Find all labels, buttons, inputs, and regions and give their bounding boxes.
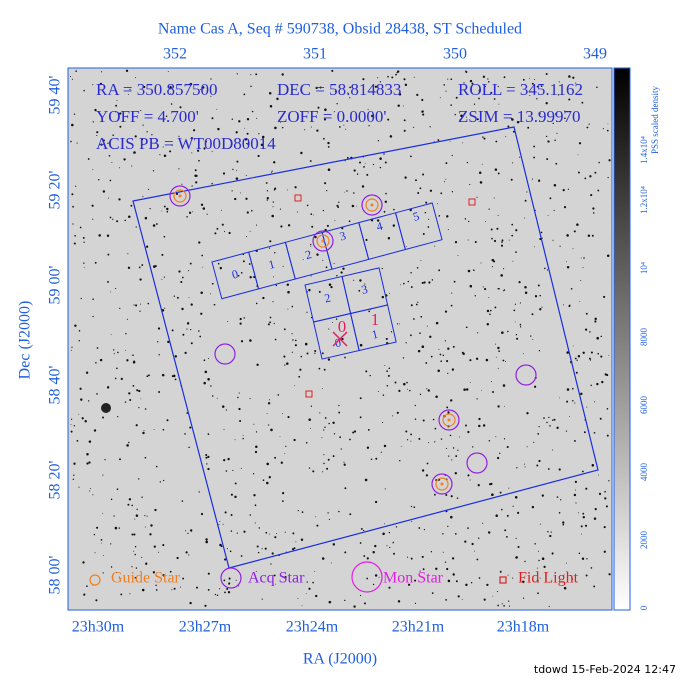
guide-star-dot [178, 194, 182, 198]
left-tick-label: 59 40' [47, 75, 64, 114]
guide-star-dot [440, 482, 444, 486]
guide-star [365, 198, 379, 212]
fid-light [305, 390, 313, 398]
colorbar-tick-label: 1.2x10⁴ [639, 186, 649, 214]
bottom-tick-label: 23h30m [72, 619, 125, 636]
colorbar-label: PSS scaled density [650, 86, 660, 155]
chart-title: Name Cas A, Seq # 590738, Obsid 28438, S… [158, 21, 522, 38]
bottom-tick-label: 23h27m [179, 619, 232, 636]
y-axis-label: Dec (J2000) [17, 301, 34, 380]
legend-label: Mon Star [383, 570, 444, 587]
field-outline [132, 126, 599, 569]
left-tick-label: 58 40' [47, 365, 64, 404]
x-axis-label: RA (J2000) [303, 651, 377, 668]
top-tick-label: 352 [163, 46, 187, 63]
acq-star [214, 343, 236, 365]
acq-star [431, 473, 453, 495]
info-text: YOFF = 4.700' [96, 107, 199, 126]
s-chip-label: 2 [304, 247, 313, 262]
colorbar-tick-label: 10⁴ [639, 262, 649, 274]
colorbar-tick-label: 2000 [639, 531, 649, 550]
i-chip-label: 2 [323, 291, 332, 306]
guide-star-dot [447, 418, 451, 422]
left-tick-label: 58 20' [47, 460, 64, 499]
acq-star [438, 409, 460, 431]
fid-light [294, 194, 302, 202]
aimpoint [332, 331, 348, 347]
bottom-tick-label: 23h24m [286, 619, 339, 636]
legend-symbol [89, 574, 101, 586]
info-text: ROLL = 345.1162 [458, 80, 583, 99]
s-chip-label: 5 [411, 209, 420, 224]
aimpoint-label: 0 [338, 317, 347, 336]
i-chip-label: 1 [370, 327, 379, 342]
top-tick-label: 350 [443, 46, 467, 63]
top-tick-label: 351 [303, 46, 327, 63]
i-chip-label: 0 [333, 335, 342, 350]
info-text: RA = 350.857500 [96, 80, 218, 99]
bottom-tick-label: 23h18m [497, 619, 550, 636]
guide-star [316, 234, 330, 248]
i-chip [349, 304, 397, 352]
acq-star [361, 194, 383, 216]
guide-star-dot [321, 239, 325, 243]
s-chip-label: 0 [230, 267, 239, 282]
guide-star [442, 413, 456, 427]
guide-star [435, 477, 449, 491]
colorbar-tick-label: 4000 [639, 463, 649, 482]
info-text: ZSIM = 13.99970 [458, 107, 580, 126]
colorbar-tick-label: 6000 [639, 396, 649, 415]
legend-symbol [499, 576, 507, 584]
s-chip-label: 4 [375, 219, 384, 234]
left-tick-label: 59 00' [47, 265, 64, 304]
footer: tdowd 15-Feb-2024 12:47 [534, 663, 676, 676]
acis-s-array: 0 1 2 3 4 5 [211, 202, 443, 300]
i-chip-label: 3 [360, 282, 369, 297]
aimpoint-label: 1 [371, 310, 380, 329]
acis-i-array: 2 3 0 1 [304, 267, 397, 360]
info-text: DEC = 58.814833 [277, 80, 401, 99]
colorbar [613, 67, 631, 611]
bottom-tick-label: 23h21m [392, 619, 445, 636]
acq-star [466, 452, 488, 474]
plot-frame [67, 67, 613, 611]
guide-star-dot [370, 203, 374, 207]
acq-star [515, 364, 537, 386]
acq-star [312, 230, 334, 252]
s-chip [394, 202, 443, 251]
top-tick-label: 349 [583, 46, 607, 63]
s-chip-label: 3 [338, 228, 347, 243]
left-tick-label: 59 20' [47, 170, 64, 209]
info-text: ACIS PB = WT00D80014 [96, 134, 276, 153]
fid-light [468, 198, 476, 206]
bright-source [101, 403, 111, 413]
left-tick-label: 58 00' [47, 555, 64, 594]
legend-label: Acq Star [248, 570, 305, 587]
legend-label: Guide Star [111, 570, 181, 587]
colorbar-tick-label: 1.4x10⁴ [639, 136, 649, 164]
legend-symbol [220, 567, 242, 589]
acq-star [169, 185, 191, 207]
legend-symbol [351, 561, 383, 593]
colorbar-tick-label: 8000 [639, 328, 649, 347]
colorbar-tick-label: 0 [639, 605, 649, 610]
guide-star [173, 189, 187, 203]
s-chip-label: 1 [267, 257, 276, 272]
info-text: ZOFF = 0.0000' [277, 107, 386, 126]
legend-label: Fid Light [518, 570, 579, 587]
